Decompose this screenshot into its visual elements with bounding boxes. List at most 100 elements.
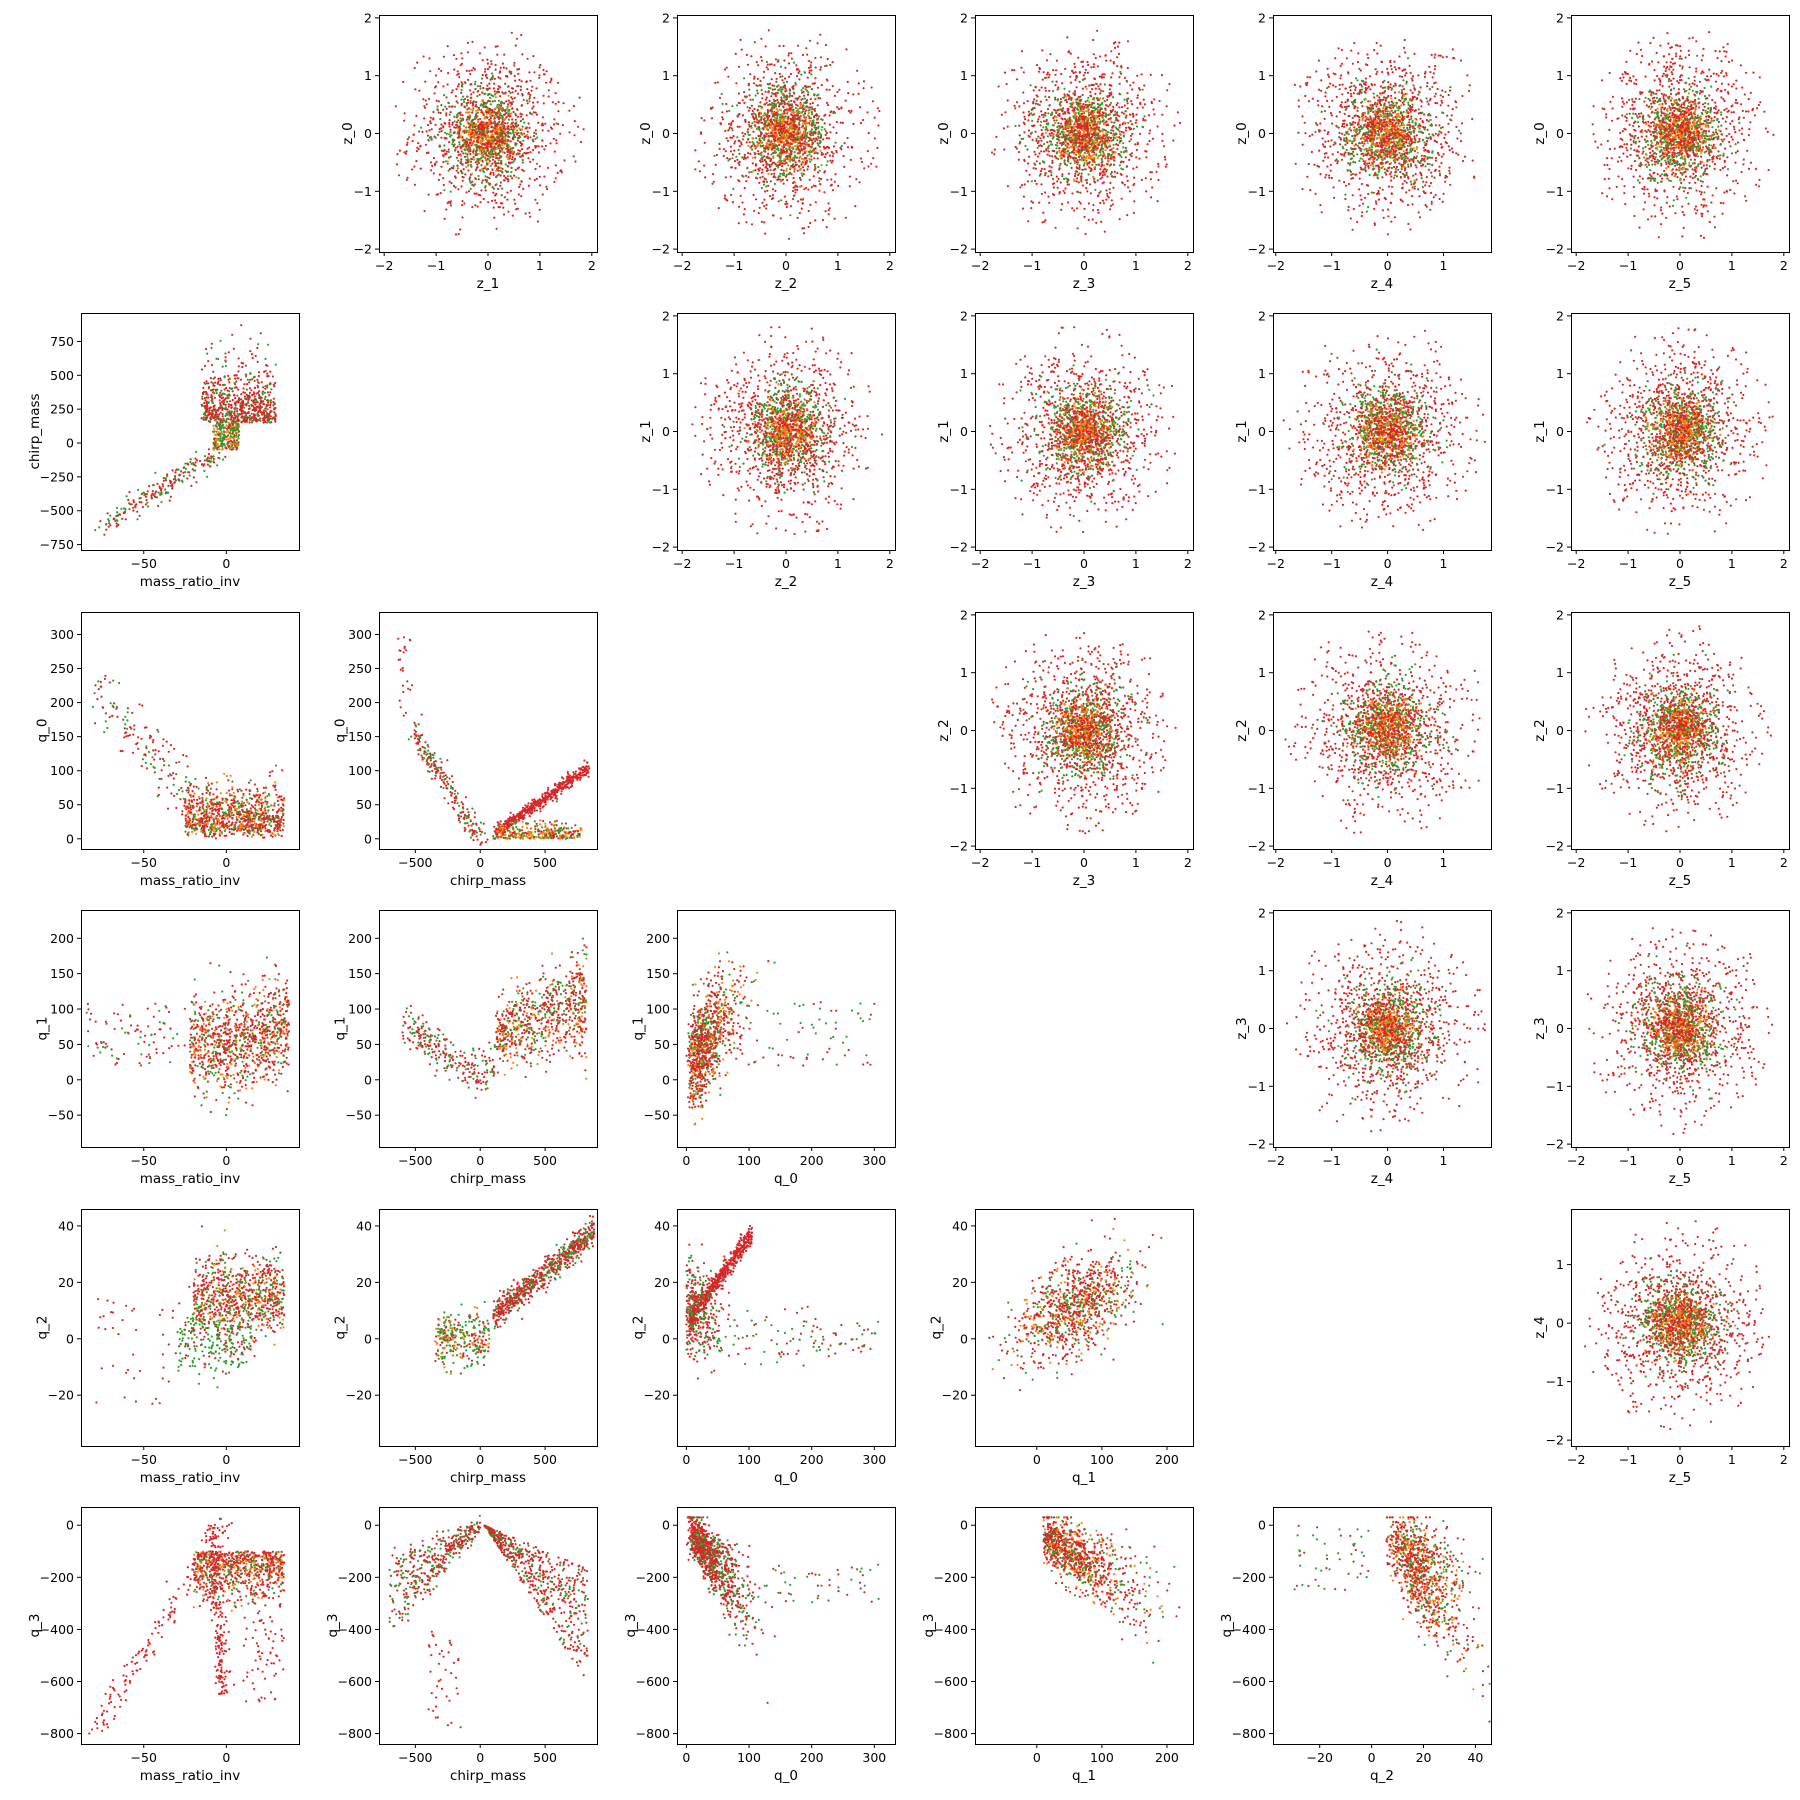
scatter-point	[491, 168, 493, 170]
scatter-point	[487, 63, 489, 65]
scatter-point	[450, 111, 452, 113]
scatter-point	[534, 179, 536, 181]
scatter-point	[521, 80, 523, 82]
scatter-point	[526, 88, 528, 90]
scatter-point	[461, 104, 463, 106]
scatter-point	[398, 174, 400, 176]
scatter-point	[439, 174, 441, 176]
scatter-point	[573, 134, 575, 136]
scatter-point	[553, 118, 555, 120]
scatter-point	[403, 120, 405, 122]
scatter-point	[541, 139, 543, 141]
scatter-point	[444, 218, 446, 220]
scatter-point	[504, 177, 506, 179]
scatter-point	[471, 69, 473, 71]
scatter-point	[527, 136, 529, 138]
scatter-point	[520, 180, 522, 182]
scatter-point	[461, 204, 463, 206]
scatter-point	[446, 151, 448, 153]
scatter-point	[487, 176, 489, 178]
scatter-point	[416, 147, 418, 149]
scatter-point	[542, 116, 544, 118]
scatter-point	[521, 105, 523, 107]
scatter-point	[551, 128, 553, 130]
scatter-point	[399, 150, 401, 152]
scatter-point	[456, 170, 458, 172]
scatter-point	[554, 151, 556, 153]
scatter-point	[448, 141, 450, 143]
scatter-point	[529, 216, 531, 218]
scatter-point	[464, 156, 466, 158]
scatter-point	[490, 60, 492, 62]
scatter-point	[506, 199, 508, 201]
scatter-point	[405, 150, 407, 152]
scatter-point	[514, 97, 516, 99]
scatter-point	[473, 193, 475, 195]
scatter-point	[440, 192, 442, 194]
scatter-point	[443, 184, 445, 186]
scatter-point	[500, 67, 502, 69]
scatter-point	[469, 83, 471, 85]
scatter-point	[517, 208, 519, 210]
scatter-point	[442, 161, 444, 163]
scatter-point	[430, 169, 432, 171]
scatter-point	[531, 86, 533, 88]
scatter-point	[543, 102, 545, 104]
scatter-point	[467, 42, 469, 44]
scatter-point	[416, 62, 418, 64]
scatter-point	[484, 71, 486, 73]
scatter-point	[555, 177, 557, 179]
scatter-point	[493, 174, 495, 176]
scatter-point	[449, 202, 451, 204]
scatter-point	[560, 169, 562, 171]
scatter-point	[515, 169, 517, 171]
scatter-point	[436, 161, 438, 163]
scatter-point	[494, 90, 496, 92]
scatter-point	[573, 105, 575, 107]
scatter-point	[471, 41, 473, 43]
scatter-point	[406, 179, 408, 181]
scatter-point	[511, 32, 513, 34]
scatter-point	[500, 202, 502, 204]
scatter-point	[497, 188, 499, 190]
scatter-point	[448, 148, 450, 150]
scatter-point	[517, 93, 519, 95]
scatter-point	[507, 211, 509, 213]
scatter-point	[511, 91, 513, 93]
scatter-point	[470, 93, 472, 95]
scatter-point	[545, 82, 547, 84]
scatter-point	[430, 122, 432, 124]
scatter-point	[482, 74, 484, 76]
scatter-point	[452, 89, 454, 91]
scatter-point	[496, 228, 498, 230]
scatter-point	[527, 157, 529, 159]
scatter-point	[462, 180, 464, 182]
scatter-point	[503, 54, 505, 56]
scatter-point	[535, 87, 537, 89]
scatter-point	[521, 169, 523, 171]
scatter-point	[424, 210, 426, 212]
scatter-point	[518, 193, 520, 195]
scatter-point	[461, 176, 463, 178]
scatter-point	[445, 208, 447, 210]
scatter-point	[557, 110, 559, 112]
scatter-point	[431, 165, 433, 167]
scatter-point	[461, 81, 463, 83]
scatter-point	[447, 202, 449, 204]
scatter-point	[423, 117, 425, 119]
scatter-point	[467, 79, 469, 81]
scatter-point	[433, 172, 435, 174]
scatter-point	[484, 46, 486, 48]
scatter-point	[502, 63, 504, 65]
scatter-point	[512, 111, 514, 113]
scatter-point	[531, 107, 533, 109]
scatter-point	[549, 81, 551, 83]
scatter-point	[568, 110, 570, 112]
scatter-point	[411, 168, 413, 170]
scatter-point	[543, 148, 545, 150]
scatter-point	[432, 111, 434, 113]
scatter-point	[458, 83, 460, 85]
scatter-point	[493, 217, 495, 219]
scatter-point	[463, 202, 465, 204]
scatter-point	[522, 94, 524, 96]
